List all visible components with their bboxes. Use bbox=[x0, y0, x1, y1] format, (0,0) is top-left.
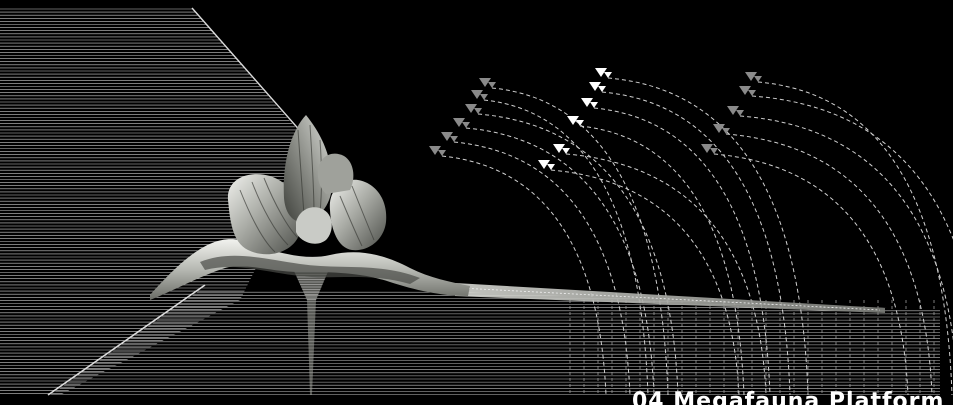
triangle-down-arrow-icon bbox=[754, 76, 762, 82]
triangle-down-arrow-icon bbox=[462, 122, 470, 128]
ground-edge-line bbox=[47, 284, 206, 396]
triangle-down-arrow-icon bbox=[429, 68, 762, 170]
triangle-down-arrow-icon bbox=[453, 118, 465, 127]
block-edge-line bbox=[191, 7, 318, 151]
triangle-down-arrow-icon bbox=[547, 164, 555, 170]
trajectory-arc bbox=[477, 113, 679, 396]
pod-left-ribs bbox=[239, 177, 299, 253]
triangle-down-arrow-icon bbox=[576, 120, 584, 126]
trajectory-arc bbox=[441, 155, 607, 396]
triangle-down-arrow-icon bbox=[553, 144, 565, 153]
triangle-down-arrow-icon bbox=[722, 128, 730, 134]
pod-right-ribs bbox=[339, 185, 375, 247]
sculpture-base-shadow bbox=[200, 255, 420, 284]
triangle-down-arrow-icon bbox=[701, 144, 713, 153]
triangle-down-arrow-icon bbox=[589, 82, 601, 91]
triangle-down-arrow-icon bbox=[590, 102, 598, 108]
triangle-down-arrow-icon bbox=[745, 72, 757, 81]
triangle-down-arrow-icon bbox=[441, 132, 453, 141]
pod-left bbox=[227, 174, 302, 255]
support-funnel bbox=[290, 262, 332, 395]
pod-right bbox=[329, 179, 387, 251]
triangle-down-arrow-icon bbox=[595, 68, 607, 77]
triangle-down-arrow-icon bbox=[604, 72, 612, 78]
triangle-down-arrow-icon bbox=[465, 104, 477, 113]
trajectory-arc bbox=[739, 115, 953, 342]
triangle-down-arrow-icon bbox=[438, 150, 446, 156]
triangle-down-arrow-icon bbox=[479, 78, 491, 87]
trajectory-arc bbox=[453, 141, 631, 396]
triangle-down-arrow-icon bbox=[710, 148, 718, 154]
trajectory-arc bbox=[751, 95, 953, 240]
triangle-down-arrow-icon bbox=[471, 90, 483, 99]
trajectory-arc bbox=[565, 153, 767, 396]
hatch-ground-plane bbox=[50, 291, 940, 395]
pod-front-small bbox=[296, 207, 332, 244]
triangle-down-arrow-icon bbox=[736, 110, 744, 116]
triangle-down-arrow-icon bbox=[538, 160, 550, 169]
triangle-down-arrow-icon bbox=[488, 82, 496, 88]
cantilever-walkway bbox=[455, 283, 885, 313]
triangle-down-arrow-icon bbox=[474, 108, 482, 114]
trajectory-arc bbox=[465, 127, 655, 396]
trajectory-arc bbox=[491, 87, 669, 396]
trajectory-arc bbox=[593, 107, 771, 396]
trajectory-drop-lines bbox=[569, 300, 935, 395]
triangle-down-arrow-icon bbox=[562, 148, 570, 154]
triangle-down-arrow-icon bbox=[713, 124, 725, 133]
pod-back bbox=[317, 153, 354, 194]
trajectory-arc bbox=[601, 91, 791, 396]
trajectory-arc bbox=[713, 153, 909, 396]
trajectory-arcs bbox=[441, 77, 953, 396]
trajectory-arc bbox=[757, 81, 953, 396]
triangle-down-arrow-icon bbox=[450, 136, 458, 142]
triangle-down-arrow-icon bbox=[429, 146, 441, 155]
triangle-down-arrow-icon bbox=[598, 86, 606, 92]
trajectory-arc bbox=[607, 77, 809, 396]
triangle-down-arrow-icon bbox=[567, 116, 579, 125]
trajectory-arc bbox=[550, 169, 740, 396]
trajectory-arc bbox=[579, 125, 745, 396]
trajectory-arc bbox=[483, 99, 649, 396]
triangle-down-arrow-icon bbox=[727, 106, 739, 115]
triangle-down-arrow-icon bbox=[739, 86, 751, 95]
figure-caption: 04 Megafauna Platform bbox=[632, 391, 945, 405]
trajectory-arc bbox=[725, 133, 933, 396]
triangle-down-arrow-icon bbox=[748, 90, 756, 96]
triangle-down-arrow-icon bbox=[480, 94, 488, 100]
triangle-down-arrow-icon bbox=[581, 98, 593, 107]
